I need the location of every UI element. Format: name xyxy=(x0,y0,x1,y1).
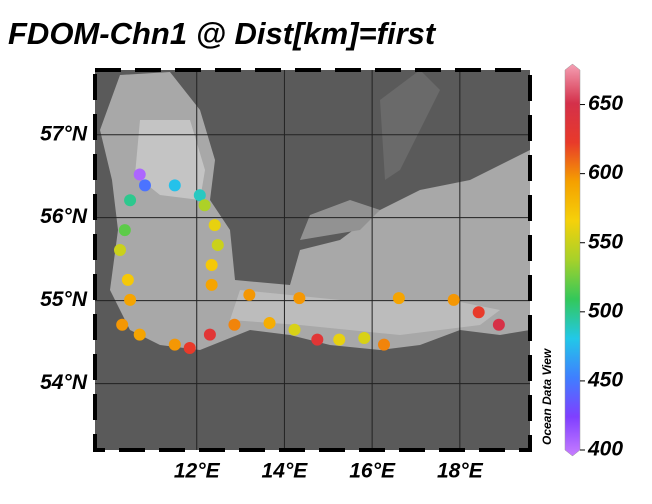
island xyxy=(380,70,440,180)
basemap xyxy=(95,70,530,450)
colorbar-tick-label: 650 xyxy=(588,92,623,115)
colorbar-tick-label: 450 xyxy=(587,368,623,391)
watermark: Ocean Data View xyxy=(540,348,554,445)
x-tick-label: 12°E xyxy=(174,460,221,483)
frame xyxy=(93,68,532,452)
track-point xyxy=(138,179,151,192)
track-point xyxy=(492,318,505,331)
colorbar-tick-label: 600 xyxy=(588,161,623,184)
track-point xyxy=(333,333,346,346)
y-tick-label: 54°N xyxy=(40,371,88,394)
sea xyxy=(300,200,380,240)
y-tick-label: 57°N xyxy=(40,122,88,145)
y-tick-label: 55°N xyxy=(40,288,88,311)
sea xyxy=(100,72,530,350)
track-point xyxy=(113,244,126,257)
track-point xyxy=(124,194,137,207)
colorbar-tick-label: 500 xyxy=(588,299,623,322)
track-point xyxy=(311,333,324,346)
track-point xyxy=(243,288,256,301)
track-point xyxy=(116,318,129,331)
x-tick-label: 16°E xyxy=(349,460,396,483)
track-point xyxy=(121,273,134,286)
track-point xyxy=(118,224,131,237)
track-point xyxy=(205,258,218,271)
track-point xyxy=(228,318,241,331)
map-title: FDOM-Chn1 @ Dist[km]=first xyxy=(8,16,437,51)
overlay xyxy=(95,70,530,450)
track-point xyxy=(288,323,301,336)
track-point xyxy=(358,331,371,344)
track-point xyxy=(183,341,196,354)
track-point xyxy=(124,293,137,306)
track-point xyxy=(392,292,405,305)
track-point xyxy=(377,338,390,351)
track-point xyxy=(263,317,276,330)
track-point xyxy=(293,292,306,305)
track-point xyxy=(168,179,181,192)
track-point xyxy=(133,168,146,181)
track-point xyxy=(472,306,485,319)
track-point xyxy=(133,328,146,341)
track-point xyxy=(205,278,218,291)
track-point xyxy=(447,293,460,306)
sea-shallow xyxy=(135,120,205,200)
track-point xyxy=(193,189,206,202)
x-tick-label: 18°E xyxy=(437,460,484,483)
track-point xyxy=(208,219,221,232)
x-tick-label: 14°E xyxy=(262,460,309,483)
track-point xyxy=(168,338,181,351)
track-point xyxy=(211,239,224,252)
colorbar-tick-label: 550 xyxy=(588,230,623,253)
track-point xyxy=(198,199,211,212)
y-tick-label: 56°N xyxy=(40,205,88,228)
colorbar xyxy=(564,63,581,457)
track-point xyxy=(203,328,216,341)
colorbar-tick-label: 400 xyxy=(587,438,623,461)
